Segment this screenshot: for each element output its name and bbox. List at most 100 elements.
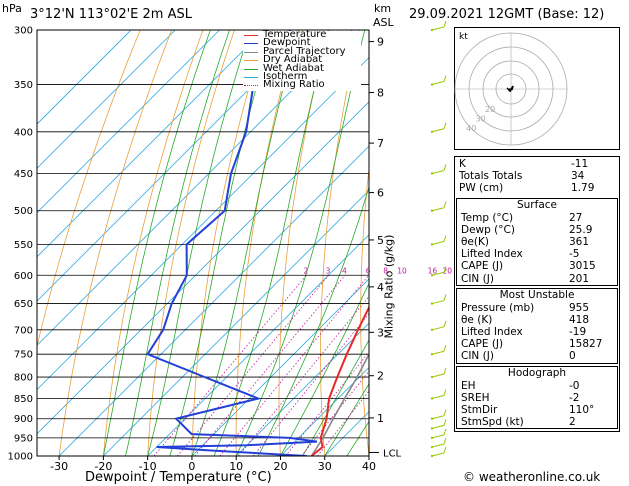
hodograph-table-label: StmDir — [461, 404, 498, 416]
surface-label: CAPE (J) — [461, 260, 504, 273]
index-label: Totals Totals — [459, 170, 523, 183]
hodograph-table-value: 2 — [569, 416, 576, 429]
pressure-tick-label: 450 — [14, 169, 33, 180]
mixing-ratio-line — [177, 274, 329, 456]
temperature-tick-label: 10 — [229, 460, 243, 473]
wind-barb-dot — [430, 417, 434, 420]
most-unstable-value: 955 — [569, 301, 590, 314]
wind-barb-dot — [430, 427, 434, 430]
dewpoint-line — [146, 30, 318, 456]
wind-barb — [430, 409, 447, 420]
most-unstable-label: CAPE (J) — [461, 338, 504, 351]
most-unstable-row: CIN (J) 0 — [457, 350, 617, 362]
pressure-tick-label: 950 — [14, 433, 33, 444]
temperature-tick-label: -30 — [50, 460, 68, 473]
dry-adiabat-line — [37, 30, 141, 348]
mixing-ratio-line — [238, 295, 369, 456]
legend-swatch — [244, 76, 258, 78]
wet-adiabat-line — [169, 30, 274, 456]
legend-label: Parcel Trajectory — [263, 45, 346, 57]
index-value: 34 — [571, 170, 585, 183]
isotherm-line — [235, 322, 369, 456]
surface-row: Dewp (°C) 25.9 — [457, 224, 617, 236]
hodograph-table-row: StmSpd (kt) 2 — [457, 416, 617, 428]
legend-swatch — [244, 43, 258, 45]
wind-barb-flag — [443, 201, 447, 208]
hodograph-table-row: SREH -2 — [457, 392, 617, 404]
most-unstable-row: Pressure (mb) 955 — [457, 302, 617, 314]
surface-label: θe(K) — [461, 235, 489, 248]
legend-label: Dewpoint — [263, 37, 311, 49]
most-unstable-row: θe (K) 418 — [457, 314, 617, 326]
wind-barb-flag — [443, 437, 447, 445]
hodograph-table-row: EH -0 — [457, 380, 617, 392]
hodograph-table-label: SREH — [461, 391, 490, 404]
legend-item: Mixing Ratio — [243, 80, 361, 90]
isotherm-line — [37, 101, 369, 435]
surface-label: Lifted Index — [461, 248, 523, 261]
mixing-ratio-label: 2 — [303, 266, 308, 275]
most-unstable-value: -19 — [569, 326, 587, 339]
pressure-tick-label: 700 — [14, 325, 33, 336]
wind-barb — [430, 122, 447, 133]
lcl-label: LCL — [383, 448, 402, 459]
pressure-tick-label: 400 — [14, 127, 33, 138]
wind-barb-staff — [431, 443, 445, 448]
surface-value: 201 — [569, 272, 590, 285]
surface-label: Temp (°C) — [461, 211, 514, 224]
most-unstable-label: Pressure (mb) — [461, 301, 535, 314]
height-km-label: 8 — [377, 87, 384, 100]
most-unstable-value: 0 — [569, 350, 576, 363]
legend-label: Dry Adiabat — [263, 54, 323, 66]
wind-barb-staff — [431, 415, 445, 420]
hpa-label: hPa — [2, 2, 22, 15]
mixing-ratio-line — [285, 351, 369, 456]
wet-adiabat-line — [324, 382, 369, 456]
wind-barb — [430, 75, 447, 86]
height-km-label: 5 — [377, 234, 384, 247]
pressure-tick-label: 850 — [14, 394, 33, 405]
wet-adiabat-line — [147, 30, 251, 456]
pressure-tick-label: 750 — [14, 350, 33, 361]
hodograph-table-title: Hodograph — [507, 366, 567, 379]
wind-barb-staff — [431, 128, 445, 133]
wind-barb-flag — [443, 122, 447, 129]
legend-item: Parcel Trajectory — [243, 45, 361, 57]
wind-barb — [430, 367, 447, 379]
x-axis-title: Dewpoint / Temperature (°C) — [85, 470, 272, 485]
mixing-ratio-line — [153, 274, 307, 456]
height-km-label: 9 — [377, 36, 384, 49]
surface-label: CIN (J) — [461, 272, 494, 285]
most-unstable-label: θe (K) — [461, 313, 493, 326]
wind-barb-dot — [430, 172, 434, 175]
dry-adiabat-line — [400, 30, 423, 456]
wind-barb-flag — [443, 409, 447, 416]
location-label: 3°12'N 113°02'E 2m ASL — [30, 7, 192, 22]
surface-row: CIN (J) 201 — [457, 273, 617, 285]
hodograph-ring-label: 40 — [466, 124, 476, 133]
wet-adiabat-line — [280, 282, 369, 456]
pressure-tick-label: 500 — [14, 206, 33, 217]
most-unstable-value: 15827 — [569, 338, 603, 351]
temperature-tick-label: -20 — [94, 460, 112, 473]
wind-barb-staff — [431, 326, 445, 331]
isotherm-line — [37, 30, 309, 302]
mixing-ratio-label: 3 — [326, 266, 331, 275]
isotherm-line — [37, 30, 220, 214]
wind-barb-staff — [431, 434, 445, 439]
surface-value: 3015 — [569, 260, 596, 273]
wind-barb-dot — [430, 274, 434, 277]
wind-barb-dot — [430, 436, 434, 440]
hodograph-table-value: 110° — [569, 404, 595, 416]
surface-value: 361 — [569, 235, 590, 248]
wind-barb-flag — [443, 389, 447, 396]
most-unstable-value: 418 — [569, 313, 590, 326]
hodograph-table-value: -0 — [569, 379, 580, 392]
wind-barb — [430, 428, 447, 440]
legend-swatch — [244, 51, 258, 53]
wind-barb-dot — [430, 328, 434, 331]
skewt-chart: 2346810162025300350400450500550600650700… — [8, 20, 452, 473]
wind-barb-dot — [430, 243, 434, 246]
wind-barb-dot — [430, 130, 434, 133]
mixing-ratio-label: 10 — [397, 266, 407, 275]
